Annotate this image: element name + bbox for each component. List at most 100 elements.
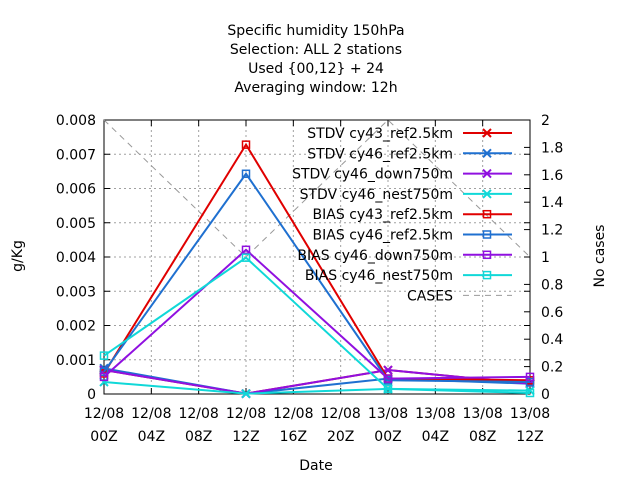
legend-label: BIAS cy46_ref2.5km bbox=[313, 228, 453, 244]
x-tick-label-date: 12/08 bbox=[320, 406, 360, 422]
legend-label: BIAS cy46_nest750m bbox=[305, 268, 453, 284]
x-tick-label-date: 12/08 bbox=[273, 406, 313, 422]
legend-entry: STDV cy43_ref2.5km bbox=[307, 126, 512, 142]
x-axis-label: Date bbox=[299, 458, 332, 474]
data-point-marker bbox=[99, 377, 109, 387]
x-tick-label-date: 12/08 bbox=[131, 406, 171, 422]
legend-entry: CASES bbox=[407, 288, 512, 304]
data-point-marker bbox=[383, 374, 393, 383]
y2-tick-label: 1.4 bbox=[541, 195, 563, 211]
y-axis-ticks: 0 0.001 0.002 0.003 0.004 0.005 0.006 0.007 0.00… bbox=[56, 113, 530, 403]
x-tick-label-hour: 04Z bbox=[138, 429, 165, 445]
x-tick-label-hour: 12Z bbox=[516, 429, 543, 445]
y2-tick-label: 0.2 bbox=[541, 360, 563, 376]
x-tick-label-date: 13/08 bbox=[415, 406, 455, 422]
data-point-marker bbox=[99, 372, 109, 382]
series-bias-cy46-down750m bbox=[99, 245, 535, 383]
series-line bbox=[103, 381, 531, 395]
x-tick-label-date: 12/08 bbox=[84, 406, 124, 422]
legend-entry: STDV cy46_down750m bbox=[292, 167, 512, 183]
legend-marker bbox=[482, 168, 492, 179]
y2-axis-ticks: 0 0.2 0.4 0.6 0.8 1 1.2 1.4 1.6 1.8 2 bbox=[524, 113, 563, 403]
y-tick-label: 0.007 bbox=[56, 147, 96, 163]
data-point-marker bbox=[241, 169, 251, 179]
series-bias-cy46-nest750m bbox=[99, 253, 535, 398]
data-point-marker bbox=[525, 388, 535, 398]
legend: STDV cy43_ref2.5km STDV cy46_ref2.5km STDV… bbox=[292, 126, 512, 304]
y-tick-label: 0.006 bbox=[56, 182, 96, 198]
legend-marker bbox=[482, 270, 492, 280]
legend-entry: BIAS cy46_down750m bbox=[297, 248, 512, 264]
legend-label: BIAS cy43_ref2.5km bbox=[313, 207, 453, 223]
data-point-marker bbox=[383, 384, 393, 394]
y-tick-label: 0.008 bbox=[56, 113, 96, 129]
x-tick-label-hour: 04Z bbox=[422, 429, 449, 445]
y2-tick-label: 1.6 bbox=[541, 168, 563, 184]
legend-label: CASES bbox=[407, 288, 453, 304]
grid bbox=[104, 120, 530, 394]
x-tick-label-date: 12/08 bbox=[226, 406, 266, 422]
legend-marker bbox=[482, 250, 492, 260]
y-tick-label: 0 bbox=[87, 387, 96, 403]
x-tick-label-hour: 00Z bbox=[90, 429, 117, 445]
legend-marker bbox=[482, 189, 492, 199]
y2-tick-label: 0.6 bbox=[541, 305, 563, 321]
y2-tick-label: 1 bbox=[541, 250, 550, 266]
y2-tick-label: 0.4 bbox=[541, 332, 563, 348]
x-tick-label-hour: 16Z bbox=[280, 429, 307, 445]
legend-marker bbox=[482, 230, 492, 239]
data-point-marker bbox=[99, 351, 109, 360]
y2-tick-label: 0.8 bbox=[541, 277, 563, 293]
data-point-marker bbox=[241, 140, 251, 149]
legend-label: STDV cy46_ref2.5km bbox=[307, 146, 453, 162]
legend-marker bbox=[482, 148, 492, 159]
x-tick-label-date: 13/08 bbox=[510, 406, 550, 422]
x-tick-label-hour: 08Z bbox=[185, 429, 212, 445]
y-tick-label: 0.002 bbox=[56, 319, 96, 335]
x-tick-label-date: 13/08 bbox=[368, 406, 408, 422]
y2-tick-label: 2 bbox=[541, 113, 550, 129]
y2-tick-label: 1.2 bbox=[541, 223, 563, 239]
x-tick-label-hour: 08Z bbox=[469, 429, 496, 445]
title-line-3: Used {00,12} + 24 bbox=[248, 61, 384, 77]
series-line bbox=[103, 172, 531, 384]
chart-title: Specific humidity 150hPa Selection: ALL 2… bbox=[227, 23, 404, 96]
y2-tick-label: 0 bbox=[541, 387, 550, 403]
series-lines bbox=[99, 119, 535, 399]
series-line bbox=[103, 142, 531, 382]
legend-label: STDV cy46_nest750m bbox=[300, 187, 453, 203]
legend-entry: BIAS cy46_nest750m bbox=[305, 268, 512, 284]
x-tick-label-hour: 12Z bbox=[232, 429, 259, 445]
y2-tick-label: 1.8 bbox=[541, 140, 563, 156]
y-tick-label: 0.005 bbox=[56, 216, 96, 232]
legend-label: STDV cy46_down750m bbox=[292, 167, 453, 183]
x-tick-label-hour: 00Z bbox=[374, 429, 401, 445]
legend-entry: STDV cy46_nest750m bbox=[300, 187, 512, 203]
legend-entry: BIAS cy46_ref2.5km bbox=[313, 228, 512, 244]
legend-marker bbox=[482, 209, 492, 219]
y-tick-label: 0.001 bbox=[56, 353, 96, 369]
data-point-marker bbox=[525, 372, 535, 382]
y2-axis-label: No cases bbox=[592, 225, 608, 288]
legend-marker bbox=[482, 128, 492, 138]
legend-label: BIAS cy46_down750m bbox=[297, 248, 453, 264]
y-tick-label: 0.004 bbox=[56, 250, 96, 266]
title-line-4: Averaging window: 12h bbox=[234, 80, 397, 96]
series-line bbox=[103, 256, 531, 394]
data-point-marker bbox=[241, 245, 251, 255]
legend-entry: STDV cy46_ref2.5km bbox=[307, 146, 512, 162]
x-tick-label-date: 12/08 bbox=[178, 406, 218, 422]
data-point-marker bbox=[241, 388, 251, 399]
title-line-1: Specific humidity 150hPa bbox=[227, 23, 404, 39]
legend-label: STDV cy43_ref2.5km bbox=[307, 126, 453, 142]
x-axis-ticks: 12/08 00Z 12/08 04Z 12/08 08Z 12/08 12Z 12/08 16Z… bbox=[84, 120, 550, 445]
data-point-marker bbox=[241, 253, 251, 262]
y-tick-label: 0.003 bbox=[56, 284, 96, 300]
x-tick-label-date: 13/08 bbox=[462, 406, 502, 422]
series-line bbox=[103, 248, 531, 380]
data-point-marker bbox=[525, 377, 535, 387]
data-point-marker bbox=[99, 367, 109, 376]
x-tick-label-hour: 20Z bbox=[327, 429, 354, 445]
legend-entry: BIAS cy43_ref2.5km bbox=[313, 207, 512, 223]
